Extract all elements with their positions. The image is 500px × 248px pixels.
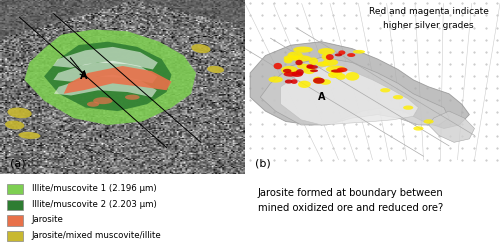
Text: Jarosite formed at boundary between
mined oxidized ore and reduced ore?: Jarosite formed at boundary between mine… <box>258 188 444 213</box>
Ellipse shape <box>284 58 292 63</box>
Ellipse shape <box>298 81 311 88</box>
Text: Jarosite: Jarosite <box>32 215 64 224</box>
Ellipse shape <box>192 44 210 53</box>
Text: Jarosite/mixed muscovite/illite: Jarosite/mixed muscovite/illite <box>32 231 162 240</box>
FancyBboxPatch shape <box>8 200 24 210</box>
Ellipse shape <box>330 71 342 76</box>
Ellipse shape <box>347 53 356 57</box>
Ellipse shape <box>318 48 335 55</box>
Ellipse shape <box>296 60 302 65</box>
Text: Red and magenta indicate: Red and magenta indicate <box>368 7 488 16</box>
Ellipse shape <box>353 50 365 54</box>
Ellipse shape <box>303 67 315 74</box>
Polygon shape <box>54 75 157 97</box>
Text: (a): (a) <box>10 158 26 168</box>
Text: Illite/muscovite 1 (2.196 μm): Illite/muscovite 1 (2.196 μm) <box>32 184 156 193</box>
Text: A: A <box>80 71 87 81</box>
Ellipse shape <box>306 65 318 69</box>
Ellipse shape <box>328 72 338 78</box>
Polygon shape <box>0 0 245 38</box>
Ellipse shape <box>285 80 292 84</box>
Ellipse shape <box>322 59 338 66</box>
Ellipse shape <box>331 69 344 73</box>
Ellipse shape <box>207 66 224 73</box>
Ellipse shape <box>283 69 292 73</box>
Ellipse shape <box>8 107 32 118</box>
Text: Illite/muscovite 2 (2.203 μm): Illite/muscovite 2 (2.203 μm) <box>32 200 156 209</box>
Polygon shape <box>260 57 449 125</box>
Polygon shape <box>24 30 196 125</box>
Polygon shape <box>280 66 418 125</box>
Ellipse shape <box>292 55 312 62</box>
Ellipse shape <box>268 76 283 83</box>
Ellipse shape <box>297 64 310 69</box>
Ellipse shape <box>292 71 303 77</box>
Text: A: A <box>318 92 325 102</box>
Polygon shape <box>64 66 172 94</box>
Ellipse shape <box>313 78 324 84</box>
FancyBboxPatch shape <box>8 184 24 194</box>
Ellipse shape <box>336 67 347 72</box>
FancyBboxPatch shape <box>8 215 24 226</box>
Ellipse shape <box>309 57 318 65</box>
Ellipse shape <box>5 121 24 129</box>
Ellipse shape <box>393 95 403 99</box>
Ellipse shape <box>296 69 304 75</box>
Ellipse shape <box>326 66 346 73</box>
Ellipse shape <box>313 77 322 84</box>
Ellipse shape <box>424 119 434 124</box>
Text: (b): (b) <box>255 158 271 168</box>
Ellipse shape <box>293 47 313 53</box>
Polygon shape <box>54 61 158 83</box>
Ellipse shape <box>414 126 424 131</box>
Ellipse shape <box>281 66 297 75</box>
Ellipse shape <box>306 64 314 68</box>
Ellipse shape <box>346 72 360 81</box>
Ellipse shape <box>380 88 390 93</box>
Polygon shape <box>250 42 470 128</box>
Ellipse shape <box>310 69 318 72</box>
Ellipse shape <box>322 53 330 60</box>
Ellipse shape <box>326 54 334 60</box>
Ellipse shape <box>334 53 342 56</box>
Ellipse shape <box>274 63 282 69</box>
Polygon shape <box>44 42 172 111</box>
Ellipse shape <box>18 132 40 139</box>
Polygon shape <box>428 111 474 142</box>
Ellipse shape <box>284 72 297 77</box>
Ellipse shape <box>93 97 112 104</box>
Ellipse shape <box>284 55 298 61</box>
Polygon shape <box>53 47 158 69</box>
Ellipse shape <box>290 79 298 84</box>
Ellipse shape <box>288 52 302 59</box>
Ellipse shape <box>125 94 140 100</box>
Ellipse shape <box>320 79 331 85</box>
Ellipse shape <box>317 62 329 67</box>
Ellipse shape <box>336 73 346 80</box>
Text: higher silver grades: higher silver grades <box>384 21 474 30</box>
Ellipse shape <box>338 50 345 55</box>
Ellipse shape <box>87 102 99 107</box>
FancyBboxPatch shape <box>8 231 24 241</box>
Ellipse shape <box>403 105 413 110</box>
